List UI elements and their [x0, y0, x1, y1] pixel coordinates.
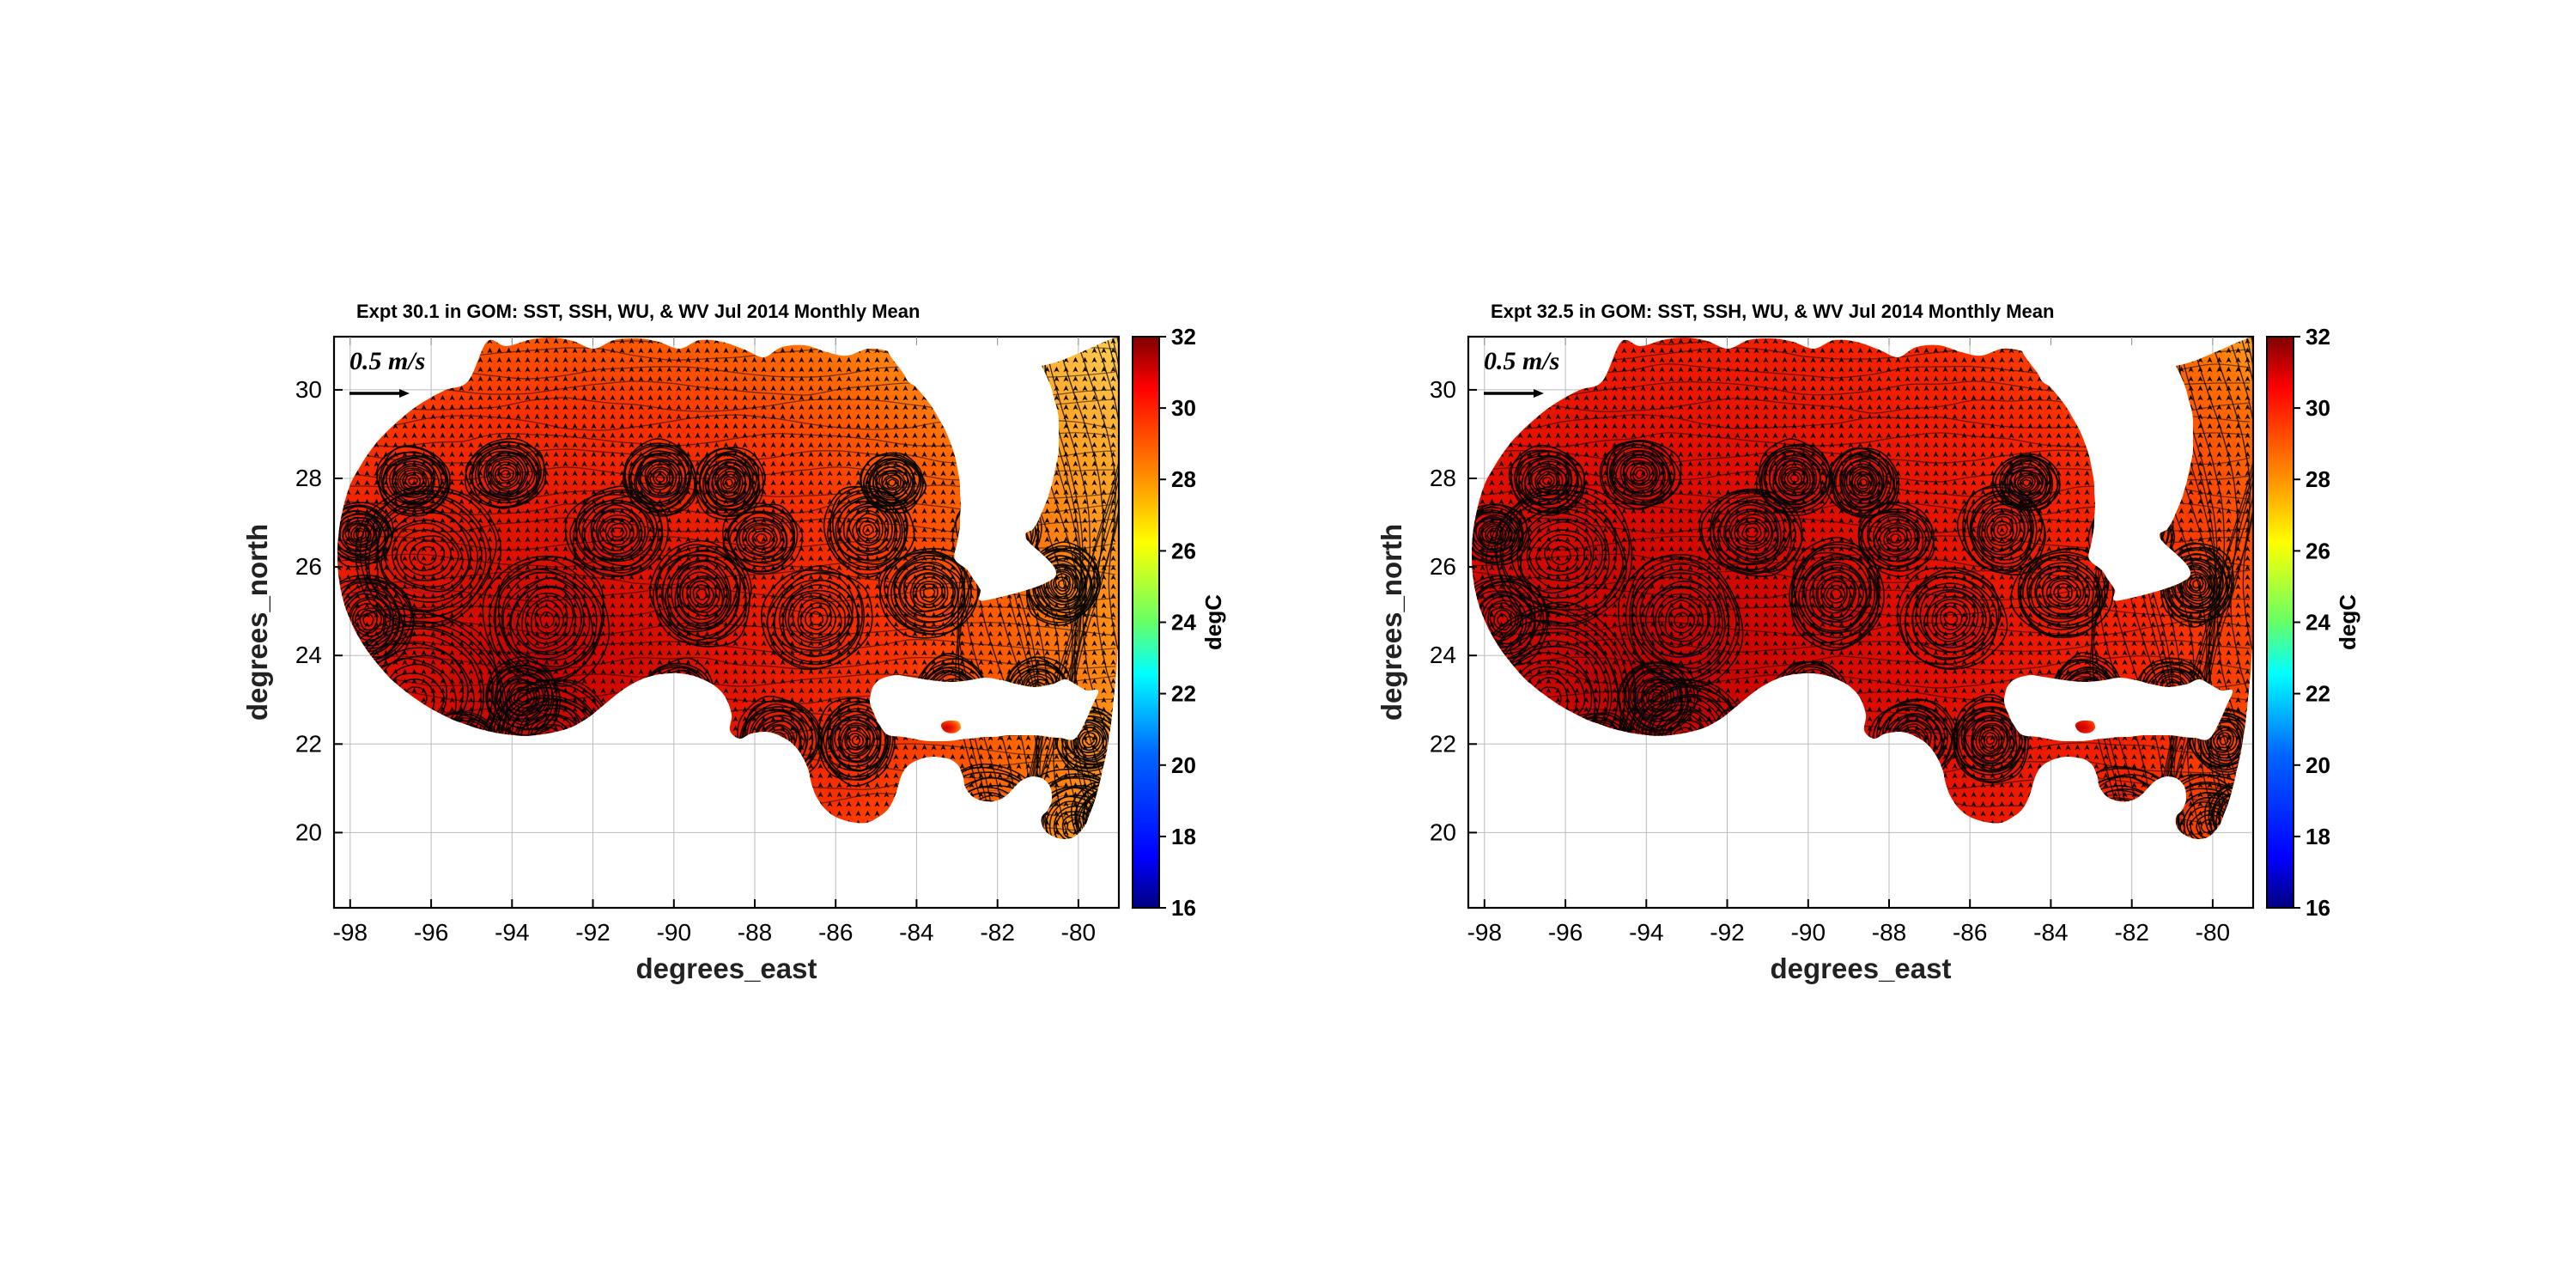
svg-text:-82: -82 [980, 919, 1014, 946]
svg-text:-94: -94 [1629, 919, 1663, 946]
svg-text:20: 20 [1430, 819, 1456, 845]
svg-text:24: 24 [295, 642, 322, 668]
svg-text:degC: degC [1200, 594, 1226, 650]
svg-text:degrees_east: degrees_east [1771, 952, 1952, 984]
svg-text:0.5 m/s: 0.5 m/s [1484, 347, 1559, 375]
svg-text:-94: -94 [495, 919, 529, 946]
svg-text:30: 30 [295, 376, 322, 403]
svg-text:-82: -82 [2114, 919, 2148, 946]
svg-text:-88: -88 [738, 919, 772, 946]
svg-text:26: 26 [2306, 538, 2330, 563]
svg-text:-98: -98 [1467, 919, 1502, 946]
svg-text:22: 22 [1430, 730, 1456, 757]
svg-text:-86: -86 [1953, 919, 1987, 946]
svg-text:-84: -84 [2033, 919, 2068, 946]
svg-text:degrees_east: degrees_east [636, 952, 817, 984]
svg-text:22: 22 [1171, 681, 1196, 707]
svg-text:degC: degC [2335, 594, 2360, 650]
svg-text:26: 26 [295, 553, 322, 580]
svg-text:-90: -90 [1791, 919, 1826, 946]
svg-text:26: 26 [1430, 553, 1456, 580]
svg-text:32: 32 [2306, 324, 2330, 350]
svg-text:20: 20 [2306, 752, 2330, 778]
svg-text:28: 28 [1171, 466, 1196, 492]
svg-text:22: 22 [2306, 681, 2330, 707]
svg-text:30: 30 [1171, 395, 1196, 421]
svg-text:-86: -86 [818, 919, 853, 946]
svg-text:28: 28 [295, 465, 322, 491]
svg-text:20: 20 [1171, 752, 1196, 778]
svg-text:degrees_north: degrees_north [241, 524, 273, 721]
svg-text:30: 30 [1430, 376, 1456, 403]
svg-text:24: 24 [2306, 610, 2330, 636]
svg-text:24: 24 [1171, 610, 1196, 636]
svg-text:28: 28 [1430, 465, 1456, 491]
svg-text:28: 28 [2306, 466, 2330, 492]
svg-text:24: 24 [1430, 642, 1456, 668]
svg-text:32: 32 [1171, 324, 1196, 350]
svg-text:26: 26 [1171, 538, 1196, 563]
svg-text:-92: -92 [575, 919, 610, 946]
svg-text:-96: -96 [414, 919, 448, 946]
svg-text:-90: -90 [657, 919, 691, 946]
svg-text:Expt 32.5 in GOM: SST, SSH, WU: Expt 32.5 in GOM: SST, SSH, WU, & WV Jul… [1491, 301, 2054, 322]
svg-text:16: 16 [1171, 895, 1196, 921]
svg-text:20: 20 [295, 819, 322, 845]
svg-text:30: 30 [2306, 395, 2330, 421]
svg-text:18: 18 [2306, 824, 2330, 849]
svg-text:0.5 m/s: 0.5 m/s [349, 347, 425, 375]
svg-text:-88: -88 [1872, 919, 1906, 946]
svg-text:-80: -80 [1061, 919, 1096, 946]
svg-text:-80: -80 [2196, 919, 2230, 946]
svg-text:degrees_north: degrees_north [1376, 524, 1407, 721]
svg-text:-84: -84 [899, 919, 933, 946]
svg-text:16: 16 [2306, 895, 2330, 921]
svg-text:-96: -96 [1548, 919, 1583, 946]
svg-text:-98: -98 [333, 919, 368, 946]
svg-text:18: 18 [1171, 824, 1196, 849]
svg-text:Expt 30.1 in GOM: SST, SSH, WU: Expt 30.1 in GOM: SST, SSH, WU, & WV Jul… [356, 301, 920, 322]
svg-text:-92: -92 [1710, 919, 1744, 946]
svg-text:22: 22 [295, 730, 322, 757]
